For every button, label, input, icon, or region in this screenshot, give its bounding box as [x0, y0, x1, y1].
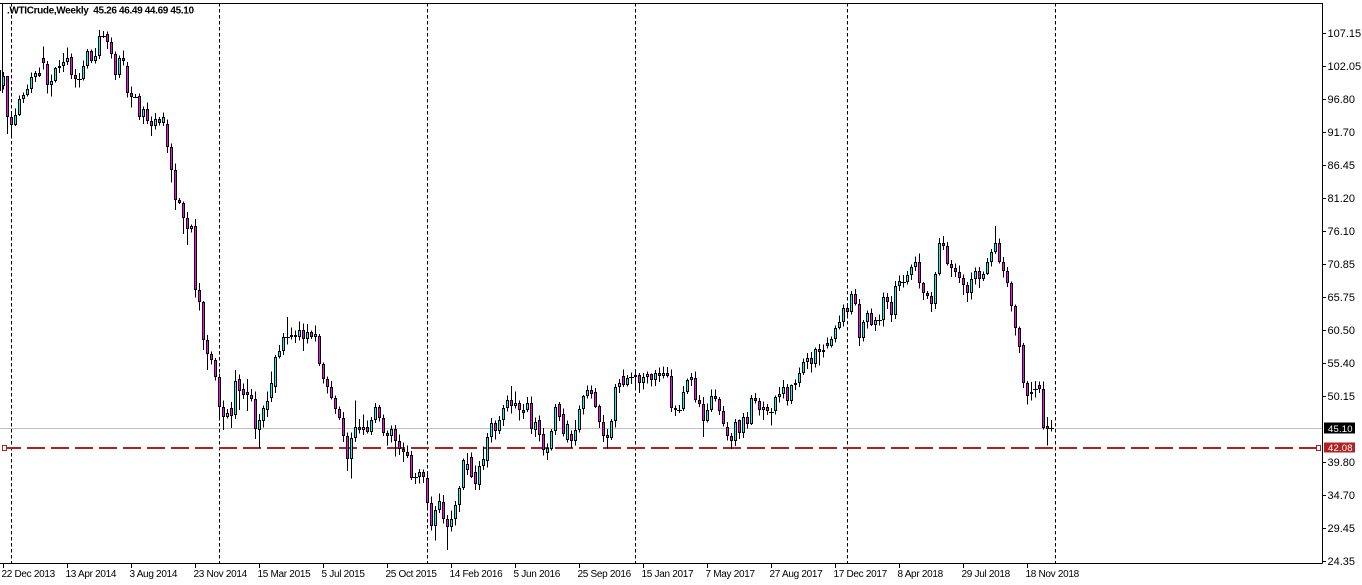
svg-text:17 Dec 2017: 17 Dec 2017: [834, 569, 888, 580]
svg-text:55.40: 55.40: [1328, 358, 1356, 370]
svg-text:42.08: 42.08: [1328, 443, 1353, 454]
svg-text:96.80: 96.80: [1328, 94, 1356, 106]
svg-text:3 Aug 2014: 3 Aug 2014: [130, 569, 178, 580]
svg-text:25 Sep 2016: 25 Sep 2016: [578, 569, 632, 580]
svg-text:13 Apr 2014: 13 Apr 2014: [66, 569, 117, 580]
svg-text:50.15: 50.15: [1328, 391, 1356, 403]
svg-text:91.70: 91.70: [1328, 127, 1356, 139]
svg-text:70.85: 70.85: [1328, 259, 1356, 271]
svg-text:27 Aug 2017: 27 Aug 2017: [770, 569, 824, 580]
svg-text:14 Feb 2016: 14 Feb 2016: [450, 569, 504, 580]
svg-text:5 Jun 2016: 5 Jun 2016: [514, 569, 561, 580]
svg-text:7 May 2017: 7 May 2017: [706, 569, 756, 580]
svg-text:.WTICrude,Weekly 45.26 46.49: .WTICrude,Weekly 45.26 46.49 44.69 45.10: [7, 6, 194, 17]
svg-text:23 Nov 2014: 23 Nov 2014: [194, 569, 248, 580]
svg-text:29 Jul 2018: 29 Jul 2018: [962, 569, 1011, 580]
svg-text:65.75: 65.75: [1328, 292, 1356, 304]
svg-text:24.35: 24.35: [1328, 556, 1356, 568]
svg-text:5 Jul 2015: 5 Jul 2015: [322, 569, 366, 580]
svg-text:60.50: 60.50: [1328, 325, 1356, 337]
svg-text:15 Mar 2015: 15 Mar 2015: [258, 569, 312, 580]
svg-text:34.70: 34.70: [1328, 490, 1356, 502]
svg-text:39.80: 39.80: [1328, 457, 1356, 469]
svg-text:86.45: 86.45: [1328, 160, 1356, 172]
svg-text:76.10: 76.10: [1328, 226, 1356, 238]
svg-text:25 Oct 2015: 25 Oct 2015: [386, 569, 438, 580]
svg-text:45.10: 45.10: [1328, 424, 1353, 435]
svg-text:18 Nov 2018: 18 Nov 2018: [1026, 569, 1080, 580]
svg-text:81.20: 81.20: [1328, 193, 1356, 205]
svg-text:15 Jan 2017: 15 Jan 2017: [642, 569, 694, 580]
svg-text:22 Dec 2013: 22 Dec 2013: [2, 569, 56, 580]
svg-text:8 Apr 2018: 8 Apr 2018: [898, 569, 944, 580]
svg-text:107.15: 107.15: [1328, 28, 1362, 40]
svg-text:29.45: 29.45: [1328, 523, 1356, 535]
svg-text:102.05: 102.05: [1328, 61, 1362, 73]
